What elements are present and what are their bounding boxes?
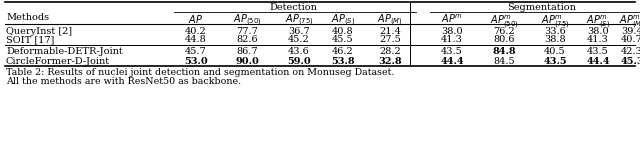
Text: 45.3: 45.3 (620, 56, 640, 65)
Text: 44.4: 44.4 (440, 56, 464, 65)
Text: 21.4: 21.4 (379, 26, 401, 35)
Text: 40.5: 40.5 (544, 47, 566, 56)
Text: 39.4: 39.4 (621, 26, 640, 35)
Text: Segmentation: Segmentation (508, 3, 577, 12)
Text: Methods: Methods (6, 13, 49, 22)
Text: 90.0: 90.0 (235, 56, 259, 65)
Text: 86.7: 86.7 (236, 47, 258, 56)
Text: 80.6: 80.6 (493, 35, 515, 44)
Text: 45.2: 45.2 (288, 35, 310, 44)
Text: 43.5: 43.5 (587, 47, 609, 56)
Text: 32.8: 32.8 (378, 56, 402, 65)
Text: 53.0: 53.0 (184, 56, 208, 65)
Text: 76.2: 76.2 (493, 26, 515, 35)
Text: 38.0: 38.0 (441, 26, 463, 35)
Text: SOIT [17]: SOIT [17] (6, 35, 54, 44)
Text: 44.4: 44.4 (586, 56, 610, 65)
Text: 43.5: 43.5 (441, 47, 463, 56)
Text: 43.6: 43.6 (288, 47, 310, 56)
Text: $AP^m_{(S)}$: $AP^m_{(S)}$ (586, 13, 610, 30)
Text: 82.6: 82.6 (236, 35, 258, 44)
Text: $AP$: $AP$ (188, 13, 204, 25)
Text: $AP_{(50)}$: $AP_{(50)}$ (233, 13, 261, 28)
Text: 43.5: 43.5 (543, 56, 567, 65)
Text: 84.8: 84.8 (492, 47, 516, 56)
Text: Table 2: Results of nuclei joint detection and segmentation on Monuseg Dataset.: Table 2: Results of nuclei joint detecti… (6, 68, 394, 77)
Text: $AP_{(75)}$: $AP_{(75)}$ (285, 13, 313, 28)
Text: $AP^m$: $AP^m$ (441, 13, 463, 25)
Text: $AP^m_{(50)}$: $AP^m_{(50)}$ (490, 13, 518, 30)
Text: 53.8: 53.8 (331, 56, 355, 65)
Text: 40.8: 40.8 (332, 26, 354, 35)
Text: All the methods are with ResNet50 as backbone.: All the methods are with ResNet50 as bac… (6, 77, 241, 86)
Text: Detection: Detection (269, 3, 317, 12)
Text: CircleFormer-D-Joint: CircleFormer-D-Joint (6, 56, 110, 65)
Text: 28.2: 28.2 (379, 47, 401, 56)
Text: 59.0: 59.0 (287, 56, 311, 65)
Text: 27.5: 27.5 (379, 35, 401, 44)
Text: 36.7: 36.7 (288, 26, 310, 35)
Text: 38.8: 38.8 (544, 35, 566, 44)
Text: $AP_{(M)}$: $AP_{(M)}$ (377, 13, 403, 28)
Text: $AP^m_{(75)}$: $AP^m_{(75)}$ (541, 13, 569, 30)
Text: 84.5: 84.5 (493, 56, 515, 65)
Text: 44.8: 44.8 (185, 35, 207, 44)
Text: 41.3: 41.3 (441, 35, 463, 44)
Text: QueryInst [2]: QueryInst [2] (6, 26, 72, 35)
Text: 46.2: 46.2 (332, 47, 354, 56)
Text: 42.3: 42.3 (621, 47, 640, 56)
Text: 45.5: 45.5 (332, 35, 354, 44)
Text: 45.7: 45.7 (185, 47, 207, 56)
Text: $AP^m_{(M)}$: $AP^m_{(M)}$ (619, 13, 640, 30)
Text: 33.6: 33.6 (544, 26, 566, 35)
Text: 77.7: 77.7 (236, 26, 258, 35)
Text: 41.3: 41.3 (587, 35, 609, 44)
Text: $AP_{(S)}$: $AP_{(S)}$ (331, 13, 355, 28)
Text: 40.7: 40.7 (621, 35, 640, 44)
Text: 40.2: 40.2 (185, 26, 207, 35)
Text: 38.0: 38.0 (587, 26, 609, 35)
Text: Deformable-DETR-Joint: Deformable-DETR-Joint (6, 47, 123, 56)
